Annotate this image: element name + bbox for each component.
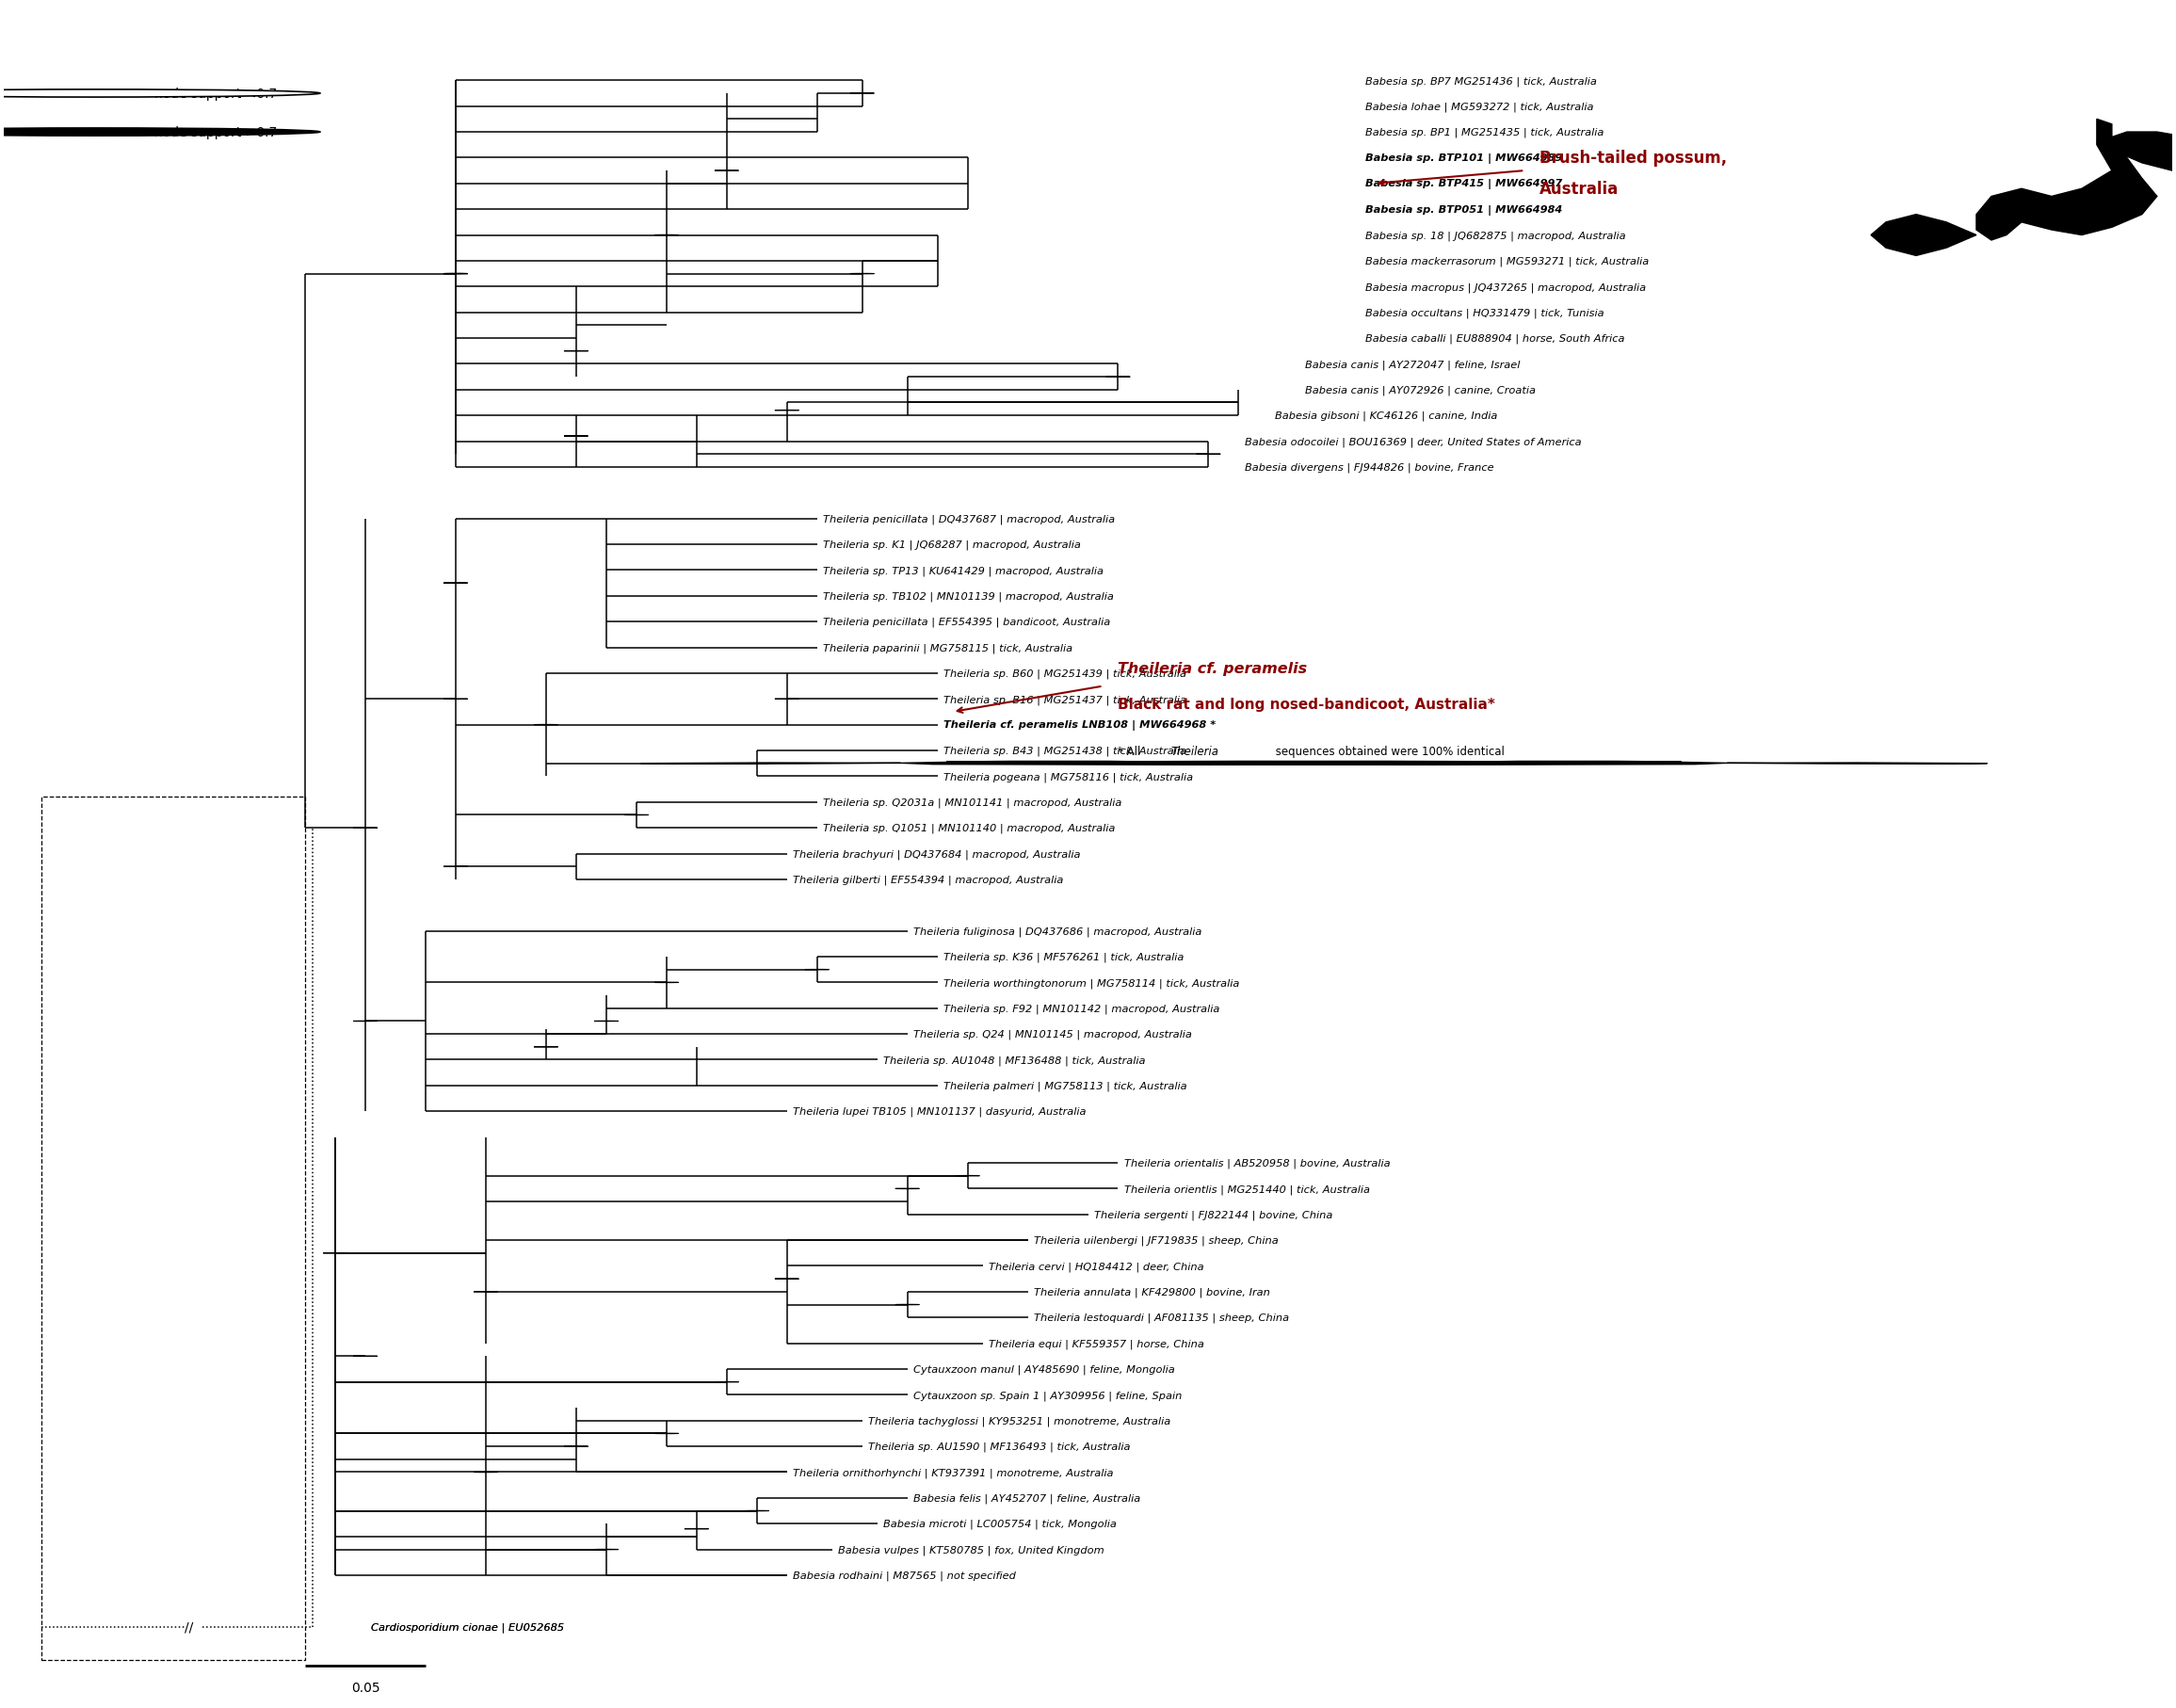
Polygon shape — [2098, 133, 2176, 171]
Text: Theileria brachyuri | DQ437684 | macropod, Australia: Theileria brachyuri | DQ437684 | macropo… — [792, 849, 1081, 859]
Text: Theileria sp. B43 | MG251438 | tick, Australia: Theileria sp. B43 | MG251438 | tick, Aus… — [944, 746, 1186, 757]
Polygon shape — [947, 762, 1175, 763]
Text: Cytauxzoon sp. Spain 1 | AY309956 | feline, Spain: Cytauxzoon sp. Spain 1 | AY309956 | feli… — [914, 1390, 1182, 1401]
Text: Babesia sp. 18 | JQ682875 | macropod, Australia: Babesia sp. 18 | JQ682875 | macropod, Au… — [1364, 231, 1625, 241]
Text: Theileria equi | KF559357 | horse, China: Theileria equi | KF559357 | horse, China — [988, 1339, 1203, 1348]
Text: Theileria: Theileria — [1171, 745, 1219, 757]
Text: Theileria sp. B60 | MG251439 | tick, Australia: Theileria sp. B60 | MG251439 | tick, Aus… — [944, 670, 1186, 678]
Text: Theileria worthingtonorum | MG758114 | tick, Australia: Theileria worthingtonorum | MG758114 | t… — [944, 979, 1240, 987]
Text: node support >0.7: node support >0.7 — [154, 126, 276, 140]
Text: Theileria sp. F92 | MN101142 | macropod, Australia: Theileria sp. F92 | MN101142 | macropod,… — [944, 1004, 1221, 1013]
Text: Theileria sp. TB102 | MN101139 | macropod, Australia: Theileria sp. TB102 | MN101139 | macropo… — [823, 591, 1114, 601]
Text: Babesia divergens | FJ944826 | bovine, France: Babesia divergens | FJ944826 | bovine, F… — [1245, 463, 1493, 473]
Text: Theileria penicillata | EF554395 | bandicoot, Australia: Theileria penicillata | EF554395 | bandi… — [823, 617, 1110, 627]
Text: Babesia gibsoni | KC46126 | canine, India: Babesia gibsoni | KC46126 | canine, Indi… — [1275, 412, 1497, 420]
Text: Cytauxzoon manul | AY485690 | feline, Mongolia: Cytauxzoon manul | AY485690 | feline, Mo… — [914, 1365, 1175, 1375]
Text: Babesia occultans | HQ331479 | tick, Tunisia: Babesia occultans | HQ331479 | tick, Tun… — [1364, 307, 1604, 318]
Text: Babesia lohae | MG593272 | tick, Australia: Babesia lohae | MG593272 | tick, Austral… — [1364, 102, 1593, 113]
Text: Theileria sp. Q2031a | MN101141 | macropod, Australia: Theileria sp. Q2031a | MN101141 | macrop… — [823, 798, 1123, 808]
Text: Theileria sp. AU1590 | MF136493 | tick, Australia: Theileria sp. AU1590 | MF136493 | tick, … — [868, 1442, 1129, 1452]
Text: Theileria annulata | KF429800 | bovine, Iran: Theileria annulata | KF429800 | bovine, … — [1034, 1288, 1271, 1296]
Polygon shape — [1454, 762, 1682, 763]
Text: * All: * All — [1118, 745, 1145, 757]
Text: Babesia canis | AY272047 | feline, Israel: Babesia canis | AY272047 | feline, Israe… — [1306, 360, 1519, 369]
Text: Babesia odocoilei | BOU16369 | deer, United States of America: Babesia odocoilei | BOU16369 | deer, Uni… — [1245, 437, 1582, 447]
Text: Cardiosporidium cionae | EU052685: Cardiosporidium cionae | EU052685 — [372, 1623, 564, 1631]
Text: Theileria gilberti | EF554394 | macropod, Australia: Theileria gilberti | EF554394 | macropod… — [792, 874, 1064, 885]
Text: Babesia mackerrasorum | MG593271 | tick, Australia: Babesia mackerrasorum | MG593271 | tick,… — [1364, 256, 1649, 266]
Text: Theileria pogeana | MG758116 | tick, Australia: Theileria pogeana | MG758116 | tick, Aus… — [944, 772, 1192, 782]
Text: Babesia sp. BTP415 | MW664997: Babesia sp. BTP415 | MW664997 — [1364, 179, 1562, 190]
Text: Theileria orientlis | MG251440 | tick, Australia: Theileria orientlis | MG251440 | tick, A… — [1125, 1184, 1371, 1194]
Text: Babesia sp. BTP051 | MW664984: Babesia sp. BTP051 | MW664984 — [1364, 205, 1562, 215]
Circle shape — [0, 128, 320, 137]
Text: Babesia sp. BP1 | MG251435 | tick, Australia: Babesia sp. BP1 | MG251435 | tick, Austr… — [1364, 128, 1604, 138]
Text: sequences obtained were 100% identical: sequences obtained were 100% identical — [1271, 745, 1504, 757]
Text: Theileria sp. K36 | MF576261 | tick, Australia: Theileria sp. K36 | MF576261 | tick, Aus… — [944, 951, 1184, 962]
Text: Theileria uilenbergi | JF719835 | sheep, China: Theileria uilenbergi | JF719835 | sheep,… — [1034, 1235, 1277, 1245]
Polygon shape — [901, 762, 1519, 765]
Text: Cardiosporidium cionae | EU052685: Cardiosporidium cionae | EU052685 — [372, 1623, 564, 1631]
Text: Babesia felis | AY452707 | feline, Australia: Babesia felis | AY452707 | feline, Austr… — [914, 1493, 1140, 1503]
Text: Black rat and long nosed-bandicoot, Australia*: Black rat and long nosed-bandicoot, Aust… — [1118, 697, 1495, 712]
Text: Theileria sp. Q24 | MN101145 | macropod, Australia: Theileria sp. Q24 | MN101145 | macropod,… — [914, 1030, 1192, 1038]
Text: Babesia canis | AY072926 | canine, Croatia: Babesia canis | AY072926 | canine, Croat… — [1306, 386, 1536, 395]
Text: Babesia sp. BTP101 | MW664989: Babesia sp. BTP101 | MW664989 — [1364, 154, 1562, 164]
Text: Babesia sp. BP7 MG251436 | tick, Australia: Babesia sp. BP7 MG251436 | tick, Austral… — [1364, 77, 1597, 85]
Text: Theileria fuliginosa | DQ437686 | macropod, Australia: Theileria fuliginosa | DQ437686 | macrop… — [914, 926, 1201, 936]
Text: Theileria penicillata | DQ437687 | macropod, Australia: Theileria penicillata | DQ437687 | macro… — [823, 514, 1114, 524]
Text: Theileria cf. peramelis: Theileria cf. peramelis — [1118, 661, 1308, 676]
Text: Babesia caballi | EU888904 | horse, South Africa: Babesia caballi | EU888904 | horse, Sout… — [1364, 333, 1625, 343]
Text: Theileria sp. K1 | JQ68287 | macropod, Australia: Theileria sp. K1 | JQ68287 | macropod, A… — [823, 540, 1081, 550]
Text: Theileria sp. TP13 | KU641429 | macropod, Australia: Theileria sp. TP13 | KU641429 | macropod… — [823, 565, 1103, 576]
Text: Theileria lupei TB105 | MN101137 | dasyurid, Australia: Theileria lupei TB105 | MN101137 | dasyu… — [792, 1107, 1086, 1117]
Text: Babesia vulpes | KT580785 | fox, United Kingdom: Babesia vulpes | KT580785 | fox, United … — [838, 1544, 1103, 1554]
Text: node support <0.7: node support <0.7 — [154, 87, 276, 101]
Text: Babesia macropus | JQ437265 | macropod, Australia: Babesia macropus | JQ437265 | macropod, … — [1364, 282, 1645, 292]
Text: Theileria lestoquardi | AF081135 | sheep, China: Theileria lestoquardi | AF081135 | sheep… — [1034, 1313, 1288, 1322]
Text: //: // — [185, 1621, 194, 1633]
Text: Theileria cf. peramelis LNB108 | MW664968 *: Theileria cf. peramelis LNB108 | MW66496… — [944, 721, 1216, 731]
Text: Australia: Australia — [1541, 181, 1619, 198]
Text: Theileria sergenti | FJ822144 | bovine, China: Theileria sergenti | FJ822144 | bovine, … — [1095, 1209, 1332, 1220]
Circle shape — [0, 91, 320, 97]
Text: Babesia microti | LC005754 | tick, Mongolia: Babesia microti | LC005754 | tick, Mongo… — [883, 1518, 1116, 1529]
Polygon shape — [1976, 120, 2156, 241]
Polygon shape — [1871, 215, 1976, 256]
Text: Babesia rodhaini | M87565 | not specified: Babesia rodhaini | M87565 | not specifie… — [792, 1570, 1016, 1580]
Text: Theileria paparinii | MG758115 | tick, Australia: Theileria paparinii | MG758115 | tick, A… — [823, 642, 1073, 652]
Text: Theileria orientalis | AB520958 | bovine, Australia: Theileria orientalis | AB520958 | bovine… — [1125, 1158, 1390, 1168]
Text: Brush-tailed possum,: Brush-tailed possum, — [1541, 150, 1728, 167]
Text: Theileria ornithorhynchi | KT937391 | monotreme, Australia: Theileria ornithorhynchi | KT937391 | mo… — [792, 1467, 1114, 1477]
Text: Theileria palmeri | MG758113 | tick, Australia: Theileria palmeri | MG758113 | tick, Aus… — [944, 1081, 1186, 1091]
Text: Theileria tachyglossi | KY953251 | monotreme, Australia: Theileria tachyglossi | KY953251 | monot… — [868, 1416, 1171, 1426]
Text: Theileria sp. B16 | MG251437 | tick, Australia: Theileria sp. B16 | MG251437 | tick, Aus… — [944, 695, 1186, 704]
Text: 0.05: 0.05 — [350, 1681, 379, 1694]
Polygon shape — [1110, 762, 1728, 765]
Text: Theileria sp. AU1048 | MF136488 | tick, Australia: Theileria sp. AU1048 | MF136488 | tick, … — [883, 1056, 1145, 1066]
Text: Theileria sp. Q1051 | MN101140 | macropod, Australia: Theileria sp. Q1051 | MN101140 | macropo… — [823, 823, 1116, 834]
Text: Theileria cervi | HQ184412 | deer, China: Theileria cervi | HQ184412 | deer, China — [988, 1261, 1203, 1271]
